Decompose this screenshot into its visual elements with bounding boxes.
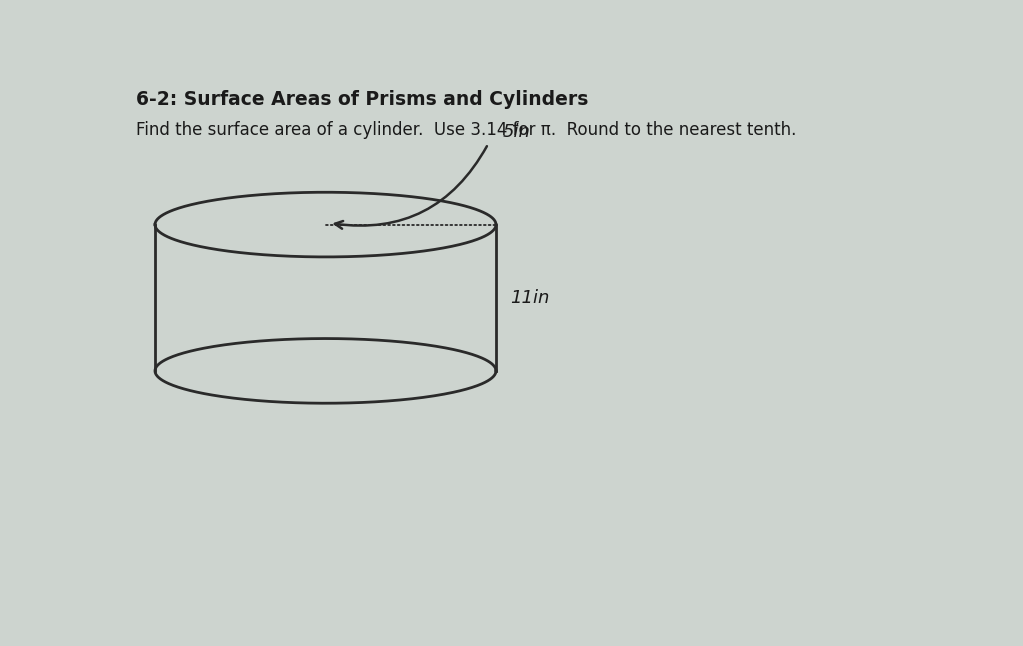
Text: 6-2: Surface Areas of Prisms and Cylinders: 6-2: Surface Areas of Prisms and Cylinde… — [136, 90, 588, 109]
Text: Find the surface area of a cylinder.  Use 3.14 for π.  Round to the nearest tent: Find the surface area of a cylinder. Use… — [136, 121, 796, 139]
Text: 11in: 11in — [509, 289, 549, 307]
Text: 5in: 5in — [502, 123, 530, 141]
